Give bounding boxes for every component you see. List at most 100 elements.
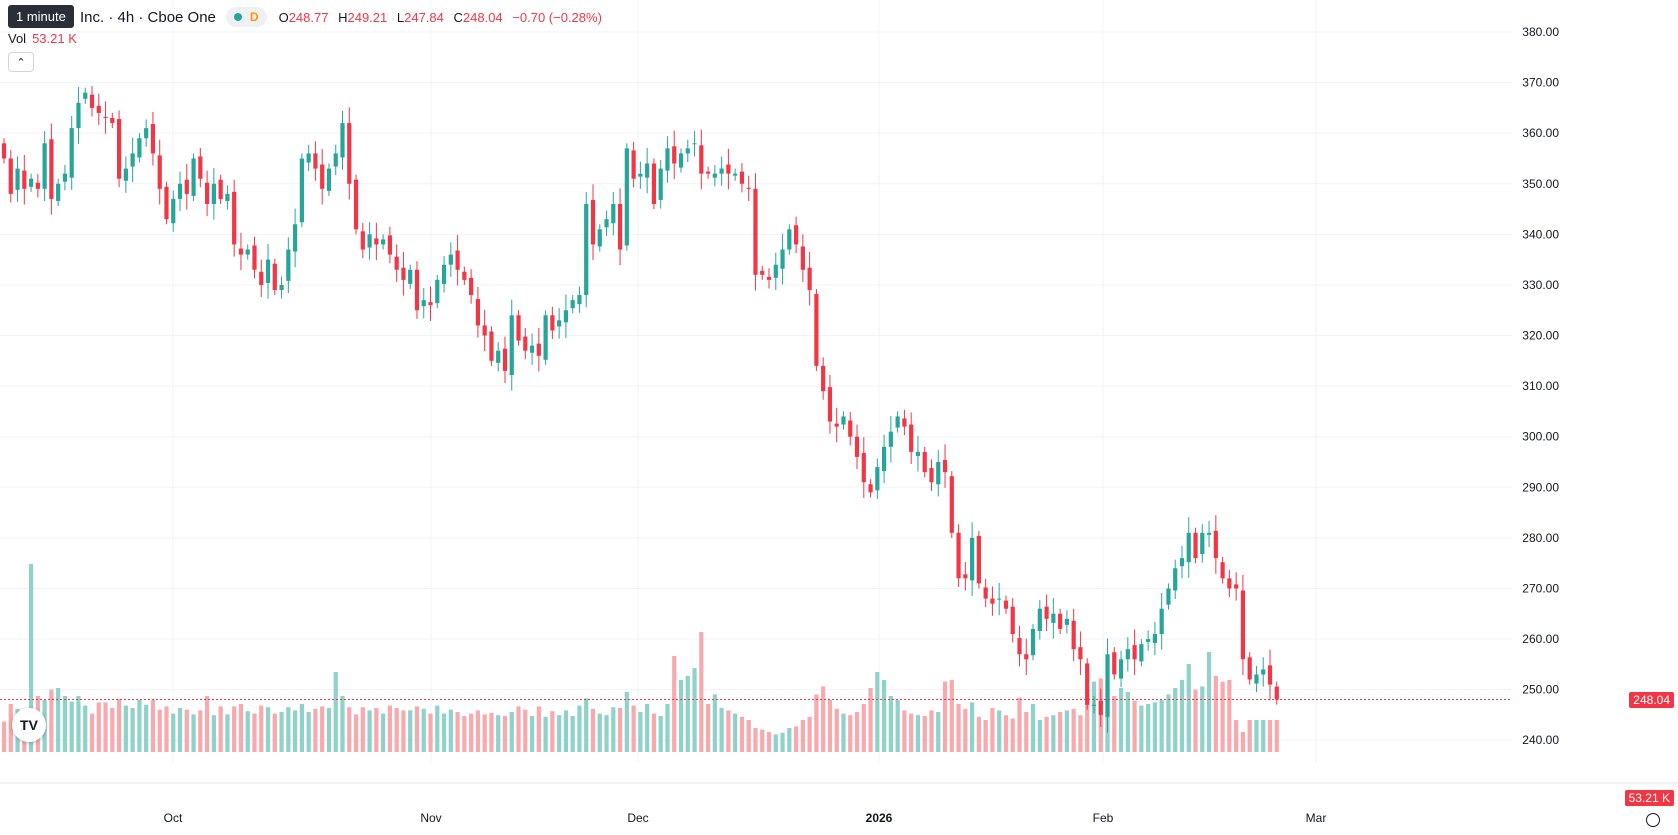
time-tick-label: Nov xyxy=(420,811,441,825)
candle-body xyxy=(387,235,392,255)
candle-body xyxy=(814,294,819,366)
volume-bar xyxy=(1146,704,1151,752)
volume-bar xyxy=(766,732,772,752)
volume-bar xyxy=(265,707,271,752)
candle-body xyxy=(191,158,196,196)
volume-bar xyxy=(1017,697,1022,752)
candle-body xyxy=(116,119,122,179)
candle-body xyxy=(62,173,68,182)
volume-bar xyxy=(529,716,535,752)
volume-bar xyxy=(787,728,792,752)
candle-body xyxy=(929,468,934,483)
candle-body xyxy=(299,158,304,223)
volume-bar xyxy=(1078,715,1083,752)
volume-bar xyxy=(49,689,54,752)
candle-body xyxy=(1200,532,1205,555)
candle-body xyxy=(557,320,562,327)
volume-bar xyxy=(191,714,196,752)
candle-body xyxy=(705,171,711,174)
candle-body xyxy=(1173,568,1178,591)
volume-bar xyxy=(198,710,203,752)
volume-bar xyxy=(496,715,501,752)
candle-body xyxy=(1166,588,1171,605)
volume-bar xyxy=(455,712,460,752)
volume-bar xyxy=(915,715,921,752)
candles xyxy=(1,86,1279,733)
volume-bar xyxy=(672,656,677,752)
candle-body xyxy=(435,279,440,304)
volume-bar xyxy=(144,704,149,752)
candle-body xyxy=(56,183,61,201)
volume-bar xyxy=(502,716,508,752)
candle-body xyxy=(997,598,1002,600)
volume-bar xyxy=(469,713,474,752)
price-tick-label: 240.00 xyxy=(1522,733,1559,747)
candle-body xyxy=(631,150,636,179)
volume-bar xyxy=(286,707,291,752)
symbol-title[interactable]: Inc. · 4h · Cboe One xyxy=(80,8,216,26)
candle-body xyxy=(232,191,237,245)
volume-bar xyxy=(1213,676,1218,752)
candle-body xyxy=(875,467,880,491)
volume-bar xyxy=(394,708,399,752)
volume-bar xyxy=(381,713,386,752)
candle-body xyxy=(469,277,474,296)
volume-bar xyxy=(516,706,521,752)
grid-lines xyxy=(0,0,1512,763)
candle-body xyxy=(1152,634,1157,644)
candle-body xyxy=(1125,649,1130,660)
volume-bar xyxy=(1179,680,1185,752)
logo-text: TV xyxy=(20,717,38,733)
volume-bar xyxy=(1125,692,1130,752)
settings-gear-icon[interactable] xyxy=(1646,813,1660,827)
candle-body xyxy=(868,484,873,493)
candle-body xyxy=(245,249,250,255)
volume-bar xyxy=(184,709,189,752)
time-tick-label: Mar xyxy=(1306,811,1327,825)
candle-body xyxy=(956,532,961,579)
volume-bar xyxy=(96,702,101,752)
volume-bar xyxy=(719,708,724,752)
volume-bar xyxy=(584,698,589,752)
candle-body xyxy=(807,267,812,290)
volume-bar xyxy=(28,564,34,752)
price-tick-label: 380.00 xyxy=(1522,25,1559,39)
candle-body xyxy=(726,164,731,174)
volume-bar xyxy=(536,706,541,752)
collapse-legend-button[interactable]: ⌃ xyxy=(8,52,34,72)
volume-bar xyxy=(976,716,981,752)
candle-body xyxy=(1078,647,1083,660)
candle-body xyxy=(854,436,860,457)
candle-body xyxy=(218,179,223,199)
volume-bar xyxy=(746,720,751,752)
volume-bar xyxy=(340,696,345,752)
candle-body xyxy=(780,249,785,269)
market-status-pill[interactable]: D xyxy=(225,7,267,27)
volume-bar xyxy=(238,704,244,752)
volume-bar xyxy=(110,708,115,752)
volume-bar xyxy=(936,712,941,752)
candle-body xyxy=(1206,532,1212,535)
candle-body xyxy=(685,148,690,154)
volume-bar xyxy=(1051,715,1056,752)
interval-tooltip: 1 minute xyxy=(8,5,74,28)
volume-bar xyxy=(1274,720,1279,752)
candle-body xyxy=(89,94,95,108)
volume-bar xyxy=(523,709,528,752)
candle-body xyxy=(1037,608,1042,631)
candle-body xyxy=(1146,639,1151,643)
candle-body xyxy=(28,178,34,187)
candle-body xyxy=(516,315,521,341)
volume-bar xyxy=(62,696,68,752)
volume-bar xyxy=(211,715,216,752)
tradingview-logo[interactable]: TV xyxy=(12,708,46,742)
candle-body xyxy=(563,310,569,323)
volume-bar xyxy=(367,710,372,752)
volume-bar xyxy=(638,712,643,752)
candle-body xyxy=(320,164,325,189)
candle-body xyxy=(137,138,142,158)
volume-bar xyxy=(177,708,183,752)
volume-bar xyxy=(232,706,237,752)
candle-body xyxy=(475,299,480,326)
